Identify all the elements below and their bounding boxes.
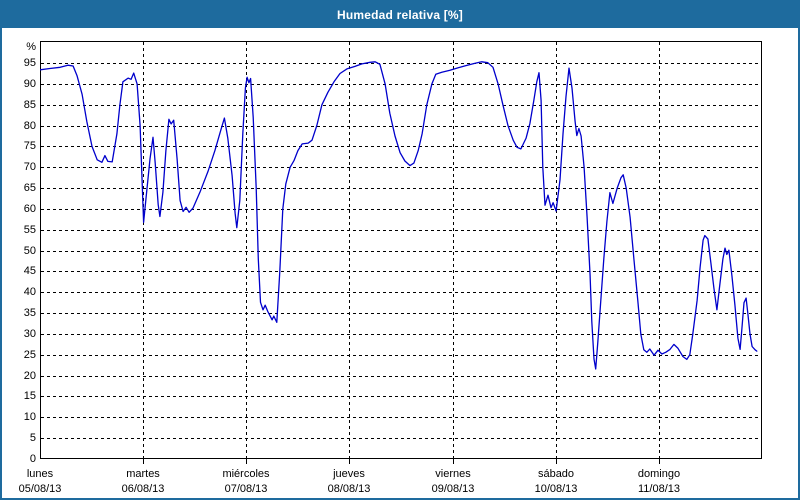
y-tick-label: 60 (23, 203, 36, 215)
y-tick-label: 40 (23, 286, 36, 298)
y-tick-label: 55 (23, 224, 36, 236)
x-label-day-name: martes (126, 468, 160, 480)
y-tick-label: 15 (23, 390, 36, 402)
y-tick-label: 50 (23, 245, 36, 257)
y-tick-label: 20 (23, 370, 36, 382)
y-tick-label: 5 (29, 432, 36, 444)
y-tick-label: 70 (23, 161, 36, 173)
x-label-day-date: 11/08/13 (637, 483, 680, 495)
x-label-day-date: 05/08/13 (18, 483, 62, 495)
y-tick-label: 95 (23, 57, 36, 69)
x-label-day-name: domingo (637, 468, 681, 480)
x-label-day-date: 09/08/13 (431, 483, 475, 495)
y-tick-label-origin: 0 (29, 453, 36, 465)
y-tick-label: 80 (23, 120, 36, 132)
y-tick-label: 30 (23, 328, 36, 340)
y-tick-label: 90 (23, 78, 36, 90)
y-axis-unit-label: % (26, 41, 36, 53)
plot-border (40, 41, 762, 459)
title-bar: Humedad relativa [%] (2, 2, 798, 28)
y-tick-label: 10 (23, 411, 36, 423)
y-tick-label: 35 (23, 307, 36, 319)
x-label-day-date: 06/08/13 (121, 483, 165, 495)
plot-area (40, 41, 762, 464)
x-label-day-date: 07/08/13 (224, 483, 268, 495)
x-label-day-name: lunes (26, 468, 54, 480)
x-label-day-name: viernes (435, 468, 471, 480)
x-label-day-name: miércoles (222, 468, 270, 480)
x-label-day-date: 08/08/13 (327, 483, 371, 495)
x-label-day-name: sábado (537, 468, 575, 480)
y-tick-label: 75 (23, 140, 36, 152)
chart-title: Humedad relativa [%] (336, 8, 464, 22)
y-tick-label: 85 (23, 99, 36, 111)
y-tick-label: 45 (23, 265, 36, 277)
y-tick-label: 25 (23, 349, 36, 361)
humidity-series-line (40, 61, 758, 370)
x-label-day-date: 10/08/13 (534, 483, 578, 495)
x-label-day-name: jueves (333, 468, 365, 480)
y-tick-label: 65 (23, 182, 36, 194)
